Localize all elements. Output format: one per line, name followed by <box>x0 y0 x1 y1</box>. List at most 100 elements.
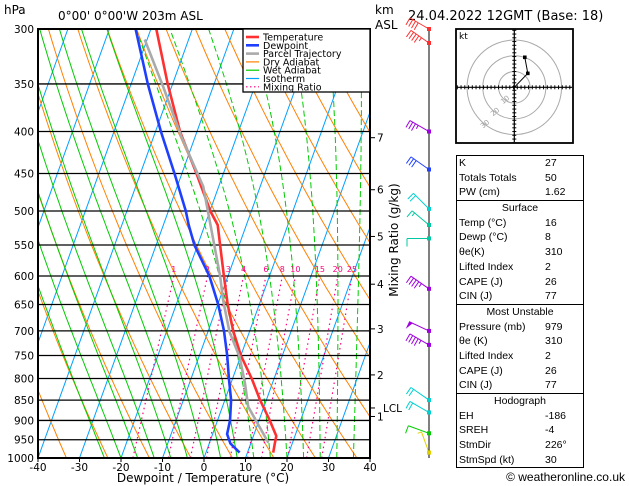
index-value: 16 <box>545 216 557 229</box>
mixing-ratio-label: 15 <box>315 265 325 274</box>
index-label: StmSpd (kt) <box>459 453 515 466</box>
index-value: 979 <box>545 320 563 333</box>
barb-feather <box>408 389 415 397</box>
km-tick-label: 7 <box>377 133 384 145</box>
dewpoint-line <box>134 29 241 454</box>
index-value: 1.62 <box>545 186 566 199</box>
dry-adiabat-line <box>38 388 67 458</box>
barb-feather <box>405 17 411 26</box>
wind-barb <box>405 156 431 172</box>
barb-feather <box>405 156 412 164</box>
index-value: 77 <box>545 290 557 303</box>
barb-feather <box>405 401 411 409</box>
index-value: 310 <box>545 335 563 348</box>
mixing-ratio-line <box>205 275 245 458</box>
mixing-ratio-labels: 1 2 3 4 6 8 10 15 20 25 <box>171 265 357 274</box>
wind-barb <box>405 425 431 436</box>
index-row: StmSpd (kt) 30 <box>457 453 583 468</box>
pressure-unit-label: hPa <box>4 3 26 17</box>
barb-feather <box>407 192 414 200</box>
barb-staff <box>408 425 430 434</box>
mixing-ratio-label: 6 <box>263 265 268 274</box>
x-tick-label: 30 <box>322 462 335 474</box>
index-label: Dewp (°C) <box>459 231 508 244</box>
barb-feather <box>408 19 414 27</box>
footer-credit[interactable]: © weatheronline.co.uk <box>506 470 625 484</box>
barb-station <box>427 236 431 241</box>
hodograph-title: Hodograph <box>494 395 546 407</box>
parcel-trajectory-line <box>143 39 270 444</box>
dry-adiabat-line <box>283 29 370 189</box>
barb-station <box>427 206 431 211</box>
x-tick-label: 40 <box>363 462 376 474</box>
barb-feather <box>411 212 415 217</box>
km-tick-label: 1 <box>377 411 384 423</box>
barb-feather <box>405 425 409 434</box>
x-axis-title: Dewpoint / Temperature (°C) <box>117 471 289 485</box>
x-tick-label: -40 <box>29 462 46 474</box>
wind-barb <box>405 275 431 291</box>
km-tick-label: 4 <box>377 279 384 291</box>
mixing-ratio-axis-title: Mixing Ratio (g/kg) <box>387 183 401 296</box>
barb-staff <box>410 275 430 290</box>
mixing-ratio-line <box>286 275 321 458</box>
index-label: Lifted Index <box>459 349 514 362</box>
barb-feather <box>406 210 413 218</box>
wind-barb <box>405 17 431 31</box>
index-value: 8 <box>545 231 551 244</box>
barb-feather <box>411 20 416 29</box>
wind-barb <box>405 387 431 403</box>
index-value: 27 <box>545 157 557 169</box>
index-row: Totals Totals 50 <box>457 171 583 186</box>
barb-station <box>427 431 431 436</box>
barb-staff <box>410 156 430 170</box>
index-value: -186 <box>545 409 567 422</box>
pressure-tick-label: 800 <box>14 373 34 385</box>
legend-label: Parcel Trajectory <box>263 49 342 60</box>
barb-station <box>427 27 431 31</box>
barb-feather <box>405 333 411 342</box>
isotherm-line <box>120 29 276 458</box>
index-label: CAPE (J) <box>459 275 503 288</box>
isotherm-line <box>245 110 370 458</box>
index-label: EH <box>459 409 474 422</box>
dry-adiabat-line <box>224 29 370 301</box>
index-row: Pressure (mb) 979 <box>457 320 583 335</box>
hodograph-point <box>523 55 527 60</box>
hodograph-indices: Hodograph EH -186 SREH -4 StmDir 226° StmSpd (… <box>457 393 583 467</box>
pressure-tick-label: 950 <box>14 435 34 447</box>
mixing-ratio-line <box>247 275 283 458</box>
isotherm-line <box>328 341 370 458</box>
isotherm-line <box>38 29 69 114</box>
wind-barb <box>405 321 431 333</box>
most-unstable-title: Most Unstable <box>486 305 554 318</box>
index-row: Temp (°C) 16 <box>457 216 583 231</box>
mixing-ratio-label: 4 <box>241 265 246 274</box>
lcl-label: LCL <box>383 403 402 415</box>
profiles <box>134 29 278 454</box>
index-label: K <box>459 157 467 169</box>
pressure-tick-label: 850 <box>14 395 34 407</box>
isotherm-line <box>162 29 318 458</box>
wind-barb <box>406 236 431 247</box>
mixing-ratio-label: 3 <box>226 265 231 274</box>
most-unstable-indices: Most Unstable Pressure (mb) 979 θe (K) 310 L… <box>457 303 583 393</box>
barb-feather <box>411 160 417 168</box>
wet-adiabat-line <box>106 29 238 458</box>
index-label: CIN (J) <box>459 379 493 392</box>
asl-unit-label: ASL <box>375 18 398 32</box>
index-value: 2 <box>545 260 551 273</box>
surface-title: Surface <box>501 202 539 215</box>
barb-station <box>427 328 431 333</box>
pressure-tick-label: 750 <box>14 350 34 362</box>
legend-label: Dewpoint <box>263 41 308 52</box>
pressure-tick-label: 400 <box>14 127 34 139</box>
index-value: 226° <box>545 439 567 452</box>
x-tick-label: 20 <box>280 462 293 474</box>
mixing-ratio-line <box>189 275 229 458</box>
pressure-tick-label: 700 <box>14 326 34 338</box>
barb-feather <box>408 402 414 411</box>
dry-adiabat-line <box>253 29 370 244</box>
